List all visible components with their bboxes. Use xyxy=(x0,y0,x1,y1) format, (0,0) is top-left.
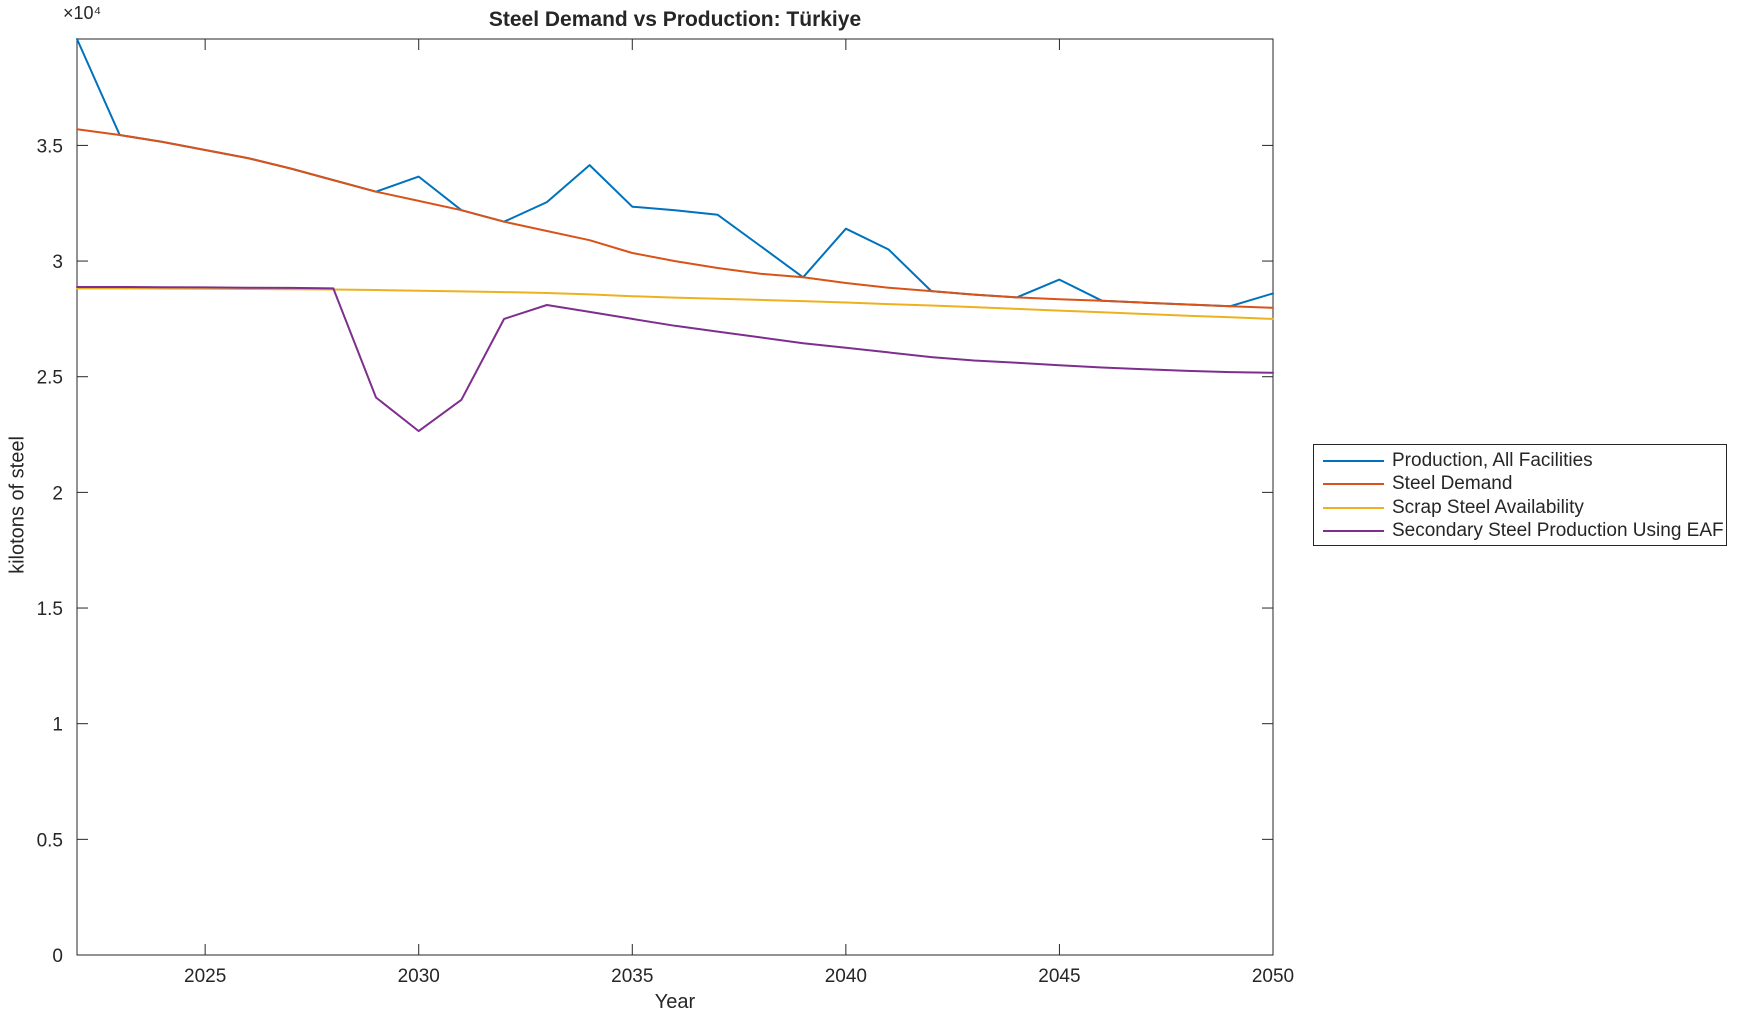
y-axis-exponent-label: ×10⁴ xyxy=(63,3,102,23)
y-tick-label: 3.5 xyxy=(37,136,63,157)
legend-label: Secondary Steel Production Using EAF xyxy=(1392,520,1724,542)
x-tick-label: 2045 xyxy=(1038,966,1080,987)
line-secondary-steel-production-using-eaf xyxy=(76,286,1274,433)
x-tick-label: 2040 xyxy=(825,966,867,987)
legend-label: Scrap Steel Availability xyxy=(1392,496,1584,518)
y-tick-label: 3 xyxy=(52,252,63,273)
y-tick-label: 1 xyxy=(52,715,63,736)
x-tick-label: 2050 xyxy=(1252,966,1294,987)
x-axis-label: Year xyxy=(654,991,696,1013)
y-axis-label: kilotons of steel xyxy=(6,436,29,574)
legend-item: Production, All Facilities xyxy=(1314,449,1726,473)
line-scrap-steel-availability xyxy=(76,287,1274,320)
x-tick-label: 2030 xyxy=(398,966,440,987)
legend-item: Scrap Steel Availability xyxy=(1314,496,1726,520)
line-steel-demand xyxy=(76,128,1274,309)
y-tick-label: 0.5 xyxy=(37,830,63,851)
x-tick-label: 2035 xyxy=(611,966,653,987)
legend-label: Production, All Facilities xyxy=(1392,449,1593,471)
legend-label: Steel Demand xyxy=(1392,473,1513,495)
legend-line-swatch-production xyxy=(1323,459,1384,462)
legend-item: Steel Demand xyxy=(1314,473,1726,497)
x-tick-label: 2025 xyxy=(184,966,226,987)
legend-line-swatch-scrap xyxy=(1323,506,1384,509)
chart-title: Steel Demand vs Production: Türkiye xyxy=(488,8,862,31)
y-tick-label: 2.5 xyxy=(37,368,63,389)
legend: Production, All Facilities Steel Demand … xyxy=(1313,444,1727,546)
line-production-all-facilities xyxy=(76,38,1274,308)
legend-item: Secondary Steel Production Using EAF xyxy=(1314,520,1726,544)
legend-line-swatch-steel-demand xyxy=(1323,483,1384,486)
legend-line-swatch-secondary-eaf xyxy=(1323,530,1384,533)
y-tick-label: 1.5 xyxy=(37,599,63,620)
plot-box xyxy=(76,38,1274,956)
y-tick-label: 0 xyxy=(52,946,63,967)
y-tick-label: 2 xyxy=(52,483,63,504)
